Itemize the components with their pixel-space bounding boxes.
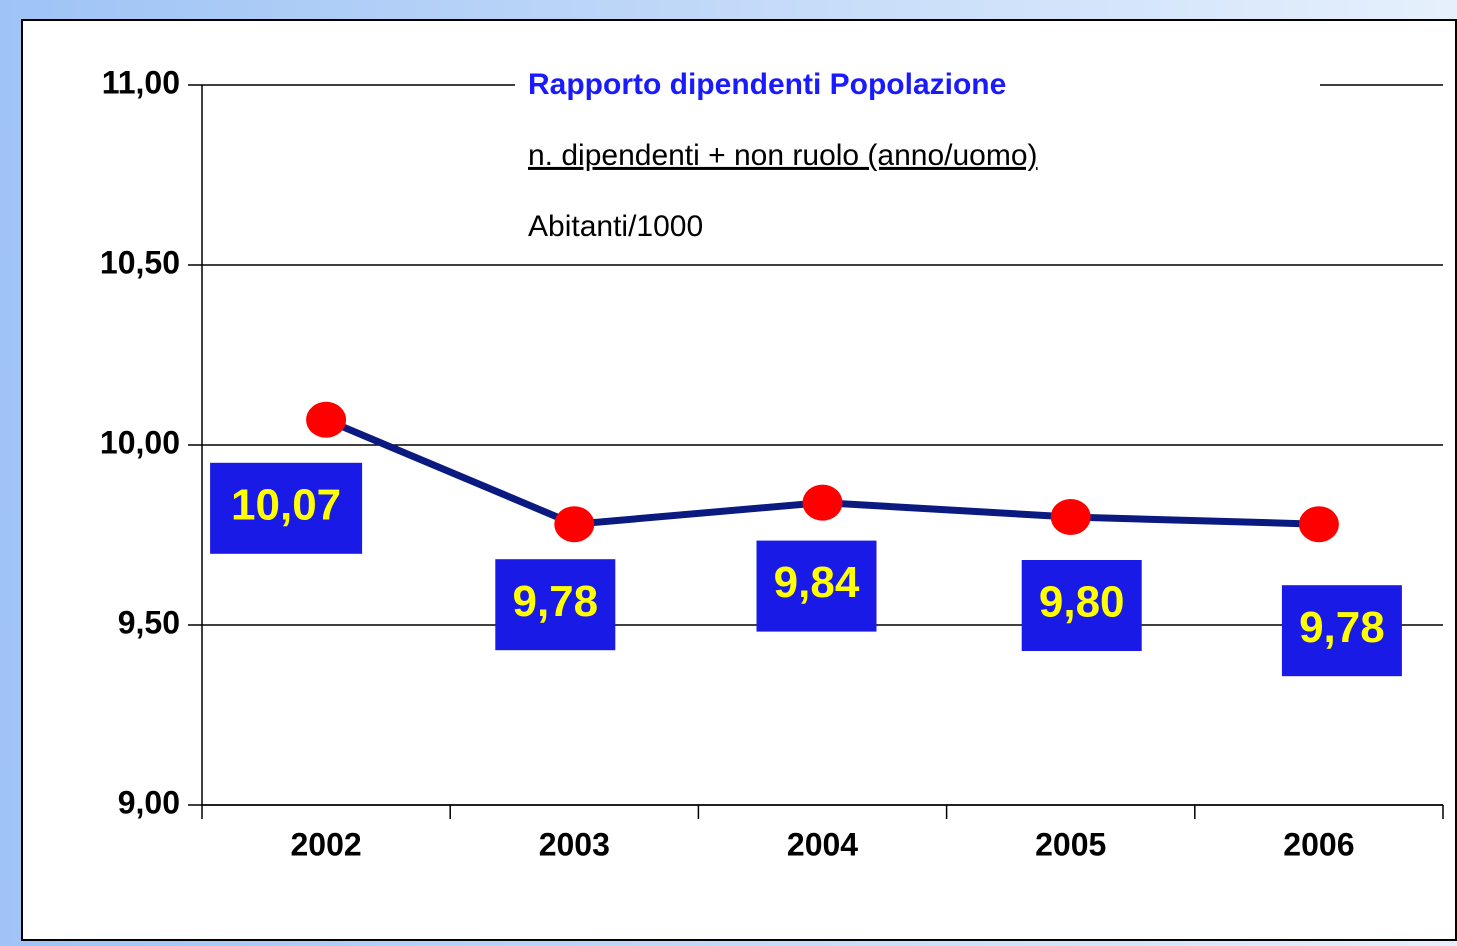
x-tick-label: 2003: [539, 826, 610, 862]
label-box: [210, 462, 363, 554]
data-label: 9,78: [1299, 603, 1385, 652]
y-tick-label: 9,00: [118, 784, 180, 820]
marker: [1298, 506, 1339, 543]
label-box: [756, 540, 877, 632]
chart-title: Rapporto dipendenti Popolazione: [528, 68, 1006, 101]
data-label: 9,84: [774, 558, 860, 607]
label-box: [495, 559, 616, 651]
x-tick-label: 2006: [1283, 826, 1354, 862]
marker: [554, 506, 595, 543]
x-tick-label: 2005: [1035, 826, 1106, 862]
marker: [802, 484, 843, 521]
x-tick-label: 2004: [787, 826, 858, 862]
data-label: 9,78: [512, 577, 598, 626]
subtitle: n. dipendenti + non ruolo (anno/uomo): [528, 139, 1038, 172]
data-label: 9,80: [1039, 578, 1125, 627]
y-tick-label: 11,00: [102, 64, 180, 100]
data-label: 10,07: [231, 480, 341, 529]
y-tick-label: 10,50: [100, 244, 180, 280]
annotation: Abitanti/1000: [528, 210, 703, 243]
x-tick-label: 2002: [291, 826, 362, 862]
plot: 9,00 9,50 10,00 10,50 11,00 2002 2003 2004 2005 2…: [100, 64, 1444, 862]
label-box: [1021, 560, 1142, 651]
marker: [306, 401, 347, 438]
marker: [1050, 499, 1091, 535]
label-box: [1281, 585, 1402, 677]
y-tick-label: 9,50: [118, 604, 180, 640]
y-tick-label: 10,00: [100, 424, 180, 460]
title-backdrop: [515, 60, 1320, 110]
